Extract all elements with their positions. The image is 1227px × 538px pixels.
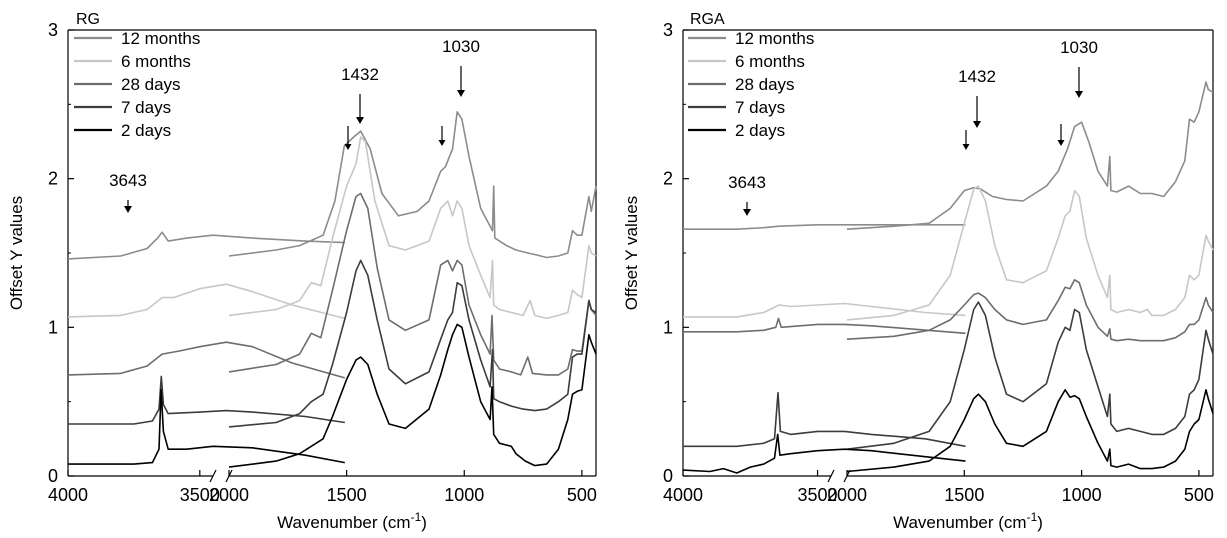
series-line <box>68 375 345 425</box>
peak-arrowhead <box>124 206 132 213</box>
series-line <box>67 231 345 260</box>
series-line <box>228 192 597 376</box>
peak-arrowhead <box>344 144 352 150</box>
legend-label: 7 days <box>735 98 785 117</box>
series-line <box>67 283 345 320</box>
y-tick-label: 0 <box>663 466 673 486</box>
series-line <box>228 111 597 259</box>
series-line <box>846 185 1214 321</box>
x-axis-title-superscript: -1 <box>1027 510 1038 524</box>
peak-annotation: 3643 <box>109 171 147 190</box>
series-line <box>846 279 1214 342</box>
peak-arrowhead <box>1075 91 1083 98</box>
x-tick-label: 4000 <box>663 485 703 505</box>
y-tick-label: 3 <box>48 20 58 40</box>
legend-label: 6 months <box>121 52 191 71</box>
x-tick-label: 500 <box>1184 485 1214 505</box>
peak-arrowhead <box>457 90 465 97</box>
x-axis-title: Wavenumber (cm-1) <box>277 510 427 532</box>
peak-annotation: 1432 <box>341 65 379 84</box>
x-tick-label: 3500 <box>180 485 220 505</box>
y-axis-title: Offset Y values <box>622 196 641 310</box>
peak-annotation: 3643 <box>728 173 766 192</box>
x-tick-label: 4000 <box>48 485 88 505</box>
y-tick-label: 1 <box>48 317 58 337</box>
peak-arrowhead <box>356 117 364 124</box>
series-line <box>846 81 1214 230</box>
series-line <box>683 391 966 448</box>
x-tick-label: 3500 <box>798 485 838 505</box>
legend-label: 12 months <box>735 29 814 48</box>
x-tick-label: 2000 <box>209 485 249 505</box>
x-tick-label: 1500 <box>944 485 984 505</box>
x-axis-title-close: ) <box>1037 513 1043 532</box>
legend-label: 12 months <box>121 29 200 48</box>
series-line <box>846 301 1214 450</box>
x-axis-title-text: Wavenumber (cm <box>277 513 411 532</box>
legend-label: 2 days <box>121 121 171 140</box>
legend-label: 2 days <box>735 121 785 140</box>
x-axis-title: Wavenumber (cm-1) <box>893 510 1043 532</box>
y-tick-label: 2 <box>48 169 58 189</box>
panel-label: RG <box>76 11 100 28</box>
series-line <box>228 136 597 320</box>
peak-arrowhead <box>1057 140 1065 146</box>
legend-label: 7 days <box>121 98 171 117</box>
legend-label: 6 months <box>735 52 805 71</box>
series-line <box>683 302 966 318</box>
peak-arrowhead <box>962 144 970 150</box>
x-axis-title-text: Wavenumber (cm <box>893 513 1027 532</box>
y-tick-label: 3 <box>663 20 673 40</box>
peak-annotation: 1030 <box>442 37 480 56</box>
x-tick-label: 1500 <box>327 485 367 505</box>
axis-break-mark <box>827 469 835 483</box>
y-tick-label: 0 <box>48 466 58 486</box>
peak-annotation: 1030 <box>1060 38 1098 57</box>
series-line <box>228 259 597 428</box>
x-axis-title-close: ) <box>421 513 427 532</box>
series-line <box>228 323 597 468</box>
y-tick-label: 1 <box>663 317 673 337</box>
legend-label: 28 days <box>735 75 795 94</box>
axis-break-mark <box>209 469 217 483</box>
y-tick-label: 2 <box>663 169 673 189</box>
peak-arrowhead <box>438 140 446 146</box>
peak-arrowhead <box>973 121 981 128</box>
series-line <box>67 341 346 379</box>
series-line <box>682 433 966 474</box>
x-tick-label: 500 <box>567 485 597 505</box>
peak-arrowhead <box>743 209 751 216</box>
peak-annotation: 1432 <box>958 67 996 86</box>
series-line <box>846 389 1214 473</box>
series-line <box>683 224 966 230</box>
x-tick-label: 2000 <box>827 485 867 505</box>
x-tick-label: 1000 <box>444 485 484 505</box>
x-axis-title-superscript: -1 <box>411 510 422 524</box>
x-tick-label: 1000 <box>1062 485 1102 505</box>
panel-label: RGA <box>690 11 725 28</box>
series-line <box>683 317 966 335</box>
series-line <box>68 389 345 465</box>
legend-label: 28 days <box>121 75 181 94</box>
y-axis-title: Offset Y values <box>7 196 26 310</box>
